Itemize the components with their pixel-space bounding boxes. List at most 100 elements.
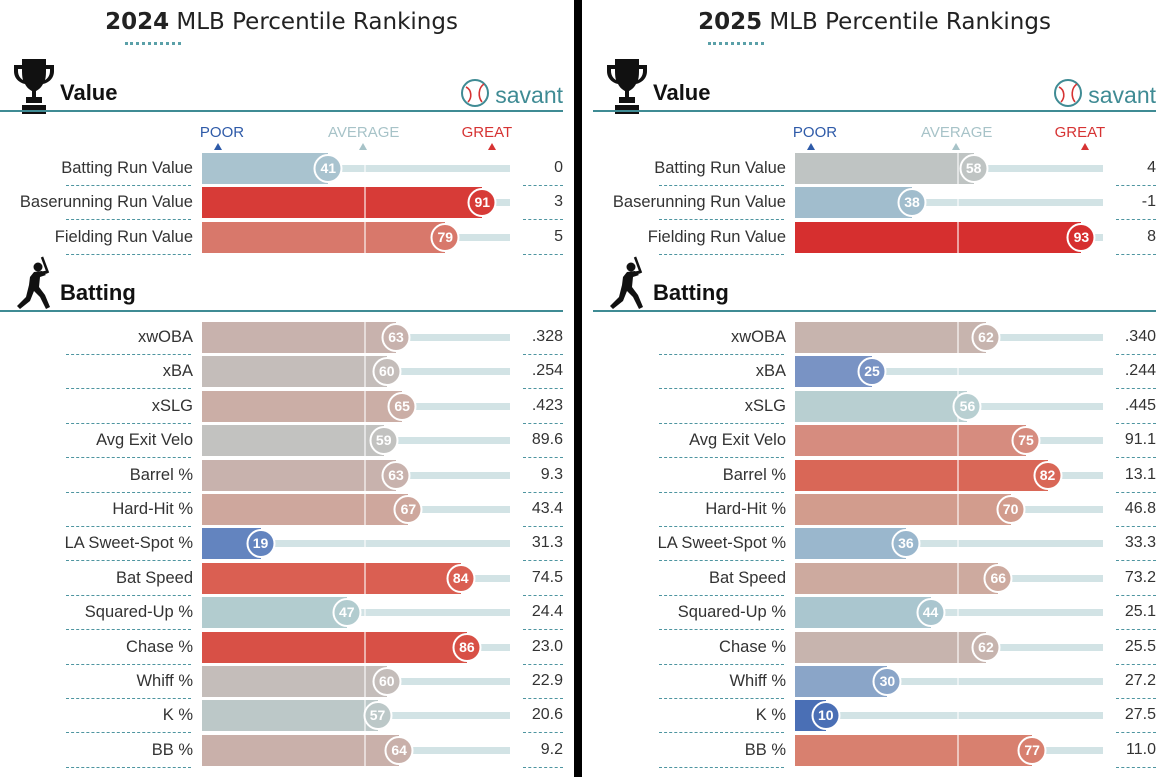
percentile-track (795, 368, 1103, 376)
metric-label: xwOBA (730, 328, 786, 346)
percentile-bubble: 36 (891, 529, 921, 559)
average-line (957, 597, 959, 629)
row-separator (523, 491, 563, 493)
row-separator (523, 422, 563, 424)
row-separator (659, 422, 784, 424)
row-separator (659, 629, 784, 631)
row-separator (1116, 594, 1156, 596)
scale-label-average: AVERAGE (327, 124, 400, 141)
row-separator (523, 732, 563, 734)
row-separator (1116, 185, 1156, 186)
metric-row: Avg Exit Velo 59 89.6 (0, 425, 563, 459)
average-line (364, 562, 366, 594)
metric-value: 91.1 (1124, 431, 1156, 449)
average-line (957, 562, 959, 594)
savant-brand-text: savant (1088, 81, 1156, 108)
percentile-track (795, 199, 1103, 207)
average-line (957, 666, 959, 697)
row-separator (66, 663, 191, 665)
savant-logo[interactable]: savant (1053, 78, 1156, 110)
row-separator (1116, 354, 1156, 355)
section-rule (593, 310, 1156, 312)
metric-row: Fielding Run Value 79 5 (0, 221, 563, 256)
percentile-bubble: 77 (1017, 735, 1047, 765)
percentile-bubble: 63 (381, 460, 411, 490)
page-title: 2024 MLB Percentile Rankings (0, 9, 563, 35)
metric-value: .445 (1124, 396, 1156, 414)
average-line (364, 734, 366, 766)
row-separator (523, 526, 563, 527)
metric-row: Baserunning Run Value 38 -1 (593, 187, 1156, 221)
percentile-bar (202, 734, 400, 766)
metric-label: Hard-Hit % (112, 500, 193, 518)
metric-label: BB % (151, 740, 193, 759)
metric-label: Bat Speed (115, 568, 193, 587)
savant-logo[interactable]: savant (460, 78, 563, 110)
average-line (364, 528, 366, 560)
metric-row: xwOBA 63 .328 (0, 322, 563, 356)
percentile-bar (202, 666, 387, 697)
row-separator (66, 219, 191, 221)
average-line (364, 187, 366, 219)
row-separator (659, 185, 784, 186)
average-line (364, 631, 366, 663)
metric-label: Chase % (126, 637, 193, 656)
percentile-bubble: 75 (1011, 426, 1041, 456)
row-separator (659, 457, 784, 459)
percentile-bubble: 44 (916, 598, 946, 628)
metric-value: 9.2 (540, 740, 563, 758)
scale-arrow-average (359, 143, 367, 150)
average-line (957, 631, 959, 663)
title-underline (708, 42, 764, 45)
metric-row: Barrel % 63 9.3 (0, 459, 563, 494)
metric-label: Baserunning Run Value (612, 193, 786, 212)
metric-row: K % 57 20.6 (0, 700, 563, 734)
metric-label: xBA (755, 362, 786, 381)
metric-row: Batting Run Value 58 4 (593, 153, 1156, 187)
average-line (364, 425, 366, 457)
row-separator (659, 732, 784, 734)
metric-row: Baserunning Run Value 91 3 (0, 187, 563, 221)
average-line (957, 322, 959, 353)
percentile-bubble: 86 (452, 632, 482, 662)
row-separator (66, 732, 191, 734)
metric-label: Batting Run Value (61, 159, 193, 177)
metric-value: 74.5 (531, 568, 563, 586)
metric-row: Batting Run Value 41 0 (0, 153, 563, 187)
metric-label: xSLG (744, 396, 786, 415)
row-separator (523, 219, 563, 221)
row-separator (523, 698, 563, 699)
metric-value: .244 (1124, 362, 1156, 380)
percentile-track (202, 165, 510, 172)
title-underline (125, 42, 181, 45)
percentile-track (795, 678, 1103, 685)
metric-value: 24.4 (531, 603, 563, 621)
average-line (364, 221, 366, 253)
metric-label: Baserunning Run Value (19, 193, 193, 212)
percentile-bar (795, 187, 913, 219)
row-separator (66, 185, 191, 186)
metric-label: BB % (744, 740, 786, 759)
average-line (364, 666, 366, 697)
percentile-bar (202, 153, 329, 184)
percentile-bubble: 67 (393, 495, 423, 524)
metric-label: Whiff % (136, 672, 193, 690)
metric-value: 20.6 (531, 706, 563, 724)
row-separator (66, 629, 191, 631)
title-year: 2024 (105, 9, 170, 35)
scale-label-average: AVERAGE (920, 124, 993, 141)
percentile-bubble: 56 (952, 391, 982, 421)
metric-value: -1 (1141, 193, 1156, 211)
row-separator (659, 594, 784, 596)
percentile-bubble: 93 (1066, 222, 1096, 252)
average-line (364, 356, 366, 388)
percentile-bar (795, 221, 1082, 253)
metric-label: LA Sweet-Spot % (64, 534, 193, 553)
row-separator (66, 422, 191, 424)
row-separator (1116, 253, 1156, 255)
metric-value: 31.3 (531, 534, 563, 552)
percentile-bubble: 19 (246, 529, 276, 559)
row-separator (66, 354, 191, 355)
percentile-track (795, 540, 1103, 548)
row-separator (1116, 560, 1156, 562)
